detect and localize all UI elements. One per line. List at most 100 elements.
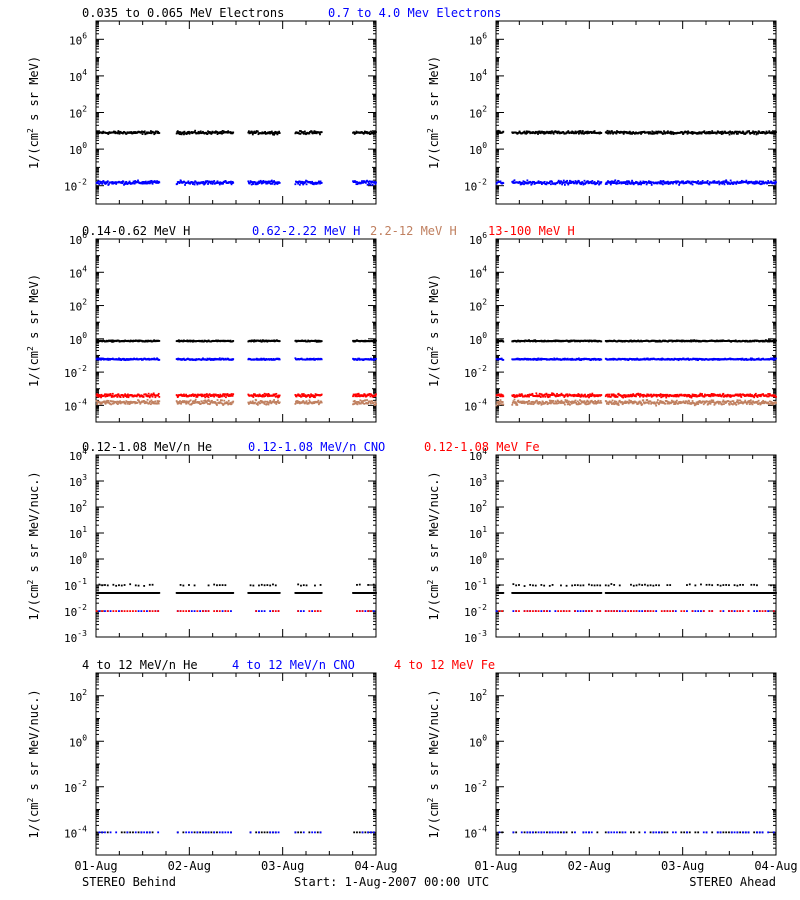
data-point	[302, 400, 305, 403]
data-point	[665, 131, 668, 134]
data-point	[366, 131, 368, 133]
data-point	[272, 357, 275, 360]
data-point	[668, 181, 671, 184]
data-point	[697, 132, 700, 135]
data-point	[572, 180, 575, 183]
data-point	[712, 180, 715, 183]
data-point	[616, 130, 618, 132]
data-point	[767, 180, 770, 182]
data-point	[566, 131, 569, 134]
data-point	[663, 131, 666, 134]
data-point	[688, 180, 691, 183]
y-tick-label: 106	[69, 231, 87, 247]
data-point	[229, 181, 232, 184]
data-point	[354, 401, 357, 404]
data-point	[610, 182, 613, 184]
data-point	[358, 394, 361, 397]
data-point	[256, 402, 259, 405]
data-point	[157, 394, 160, 397]
data-point	[300, 130, 302, 133]
data-point	[536, 131, 539, 133]
data-point	[320, 340, 323, 343]
data-point	[312, 132, 315, 134]
data-point	[549, 130, 552, 133]
data-point	[188, 400, 191, 403]
data-point	[251, 394, 254, 397]
data-point	[646, 357, 649, 360]
data-point	[176, 401, 179, 404]
data-point	[757, 132, 759, 135]
data-point	[320, 401, 323, 404]
data-point	[183, 181, 186, 183]
data-point	[353, 181, 356, 183]
data-point	[251, 181, 254, 183]
data-point	[227, 399, 230, 402]
data-point	[266, 394, 269, 396]
data-point	[531, 132, 534, 135]
data-point	[268, 182, 271, 184]
data-point	[677, 180, 680, 183]
data-point	[588, 132, 590, 135]
data-point	[274, 401, 277, 403]
data-point	[106, 395, 109, 398]
data-point	[744, 132, 747, 135]
data-point	[770, 181, 773, 183]
data-point	[255, 357, 258, 360]
data-point	[199, 130, 202, 133]
data-point	[298, 130, 301, 132]
data-point	[366, 399, 368, 401]
data-point	[576, 181, 579, 183]
data-point	[304, 339, 307, 342]
data-point	[523, 340, 526, 343]
data-point	[270, 179, 273, 182]
data-point	[185, 400, 188, 403]
data-point	[141, 394, 144, 397]
data-point	[660, 358, 663, 361]
data-point	[212, 394, 214, 397]
data-point	[361, 400, 363, 402]
data-point	[753, 182, 756, 185]
data-point	[302, 131, 305, 133]
data-point	[216, 399, 219, 401]
data-point	[758, 181, 761, 184]
data-point	[681, 340, 683, 343]
data-point	[254, 393, 256, 396]
data-point	[312, 395, 315, 397]
data-point	[257, 181, 260, 184]
data-point	[580, 132, 583, 135]
data-point	[576, 182, 579, 184]
data-point	[711, 359, 714, 361]
data-point	[197, 132, 199, 135]
data-point	[525, 132, 528, 135]
data-point	[123, 394, 126, 397]
data-point	[208, 400, 211, 403]
data-point	[113, 131, 116, 134]
data-point	[228, 393, 231, 396]
data-point	[577, 132, 580, 135]
data-point	[366, 179, 368, 182]
data-point	[202, 180, 205, 183]
data-point	[251, 401, 254, 404]
data-point	[615, 182, 618, 185]
data-point	[100, 181, 103, 184]
data-point	[717, 180, 720, 183]
data-point	[113, 130, 115, 133]
data-point	[687, 357, 689, 360]
data-point	[198, 401, 200, 403]
data-point	[721, 181, 724, 184]
data-point	[179, 179, 182, 182]
data-point	[316, 401, 319, 404]
data-point	[519, 183, 522, 186]
data-point	[212, 359, 215, 361]
data-point	[667, 130, 669, 133]
data-point	[649, 180, 652, 183]
data-point	[299, 132, 302, 135]
data-point	[273, 133, 275, 136]
data-point	[272, 133, 274, 136]
data-point	[218, 132, 221, 135]
data-point	[775, 339, 777, 342]
data-point	[705, 132, 707, 135]
data-point	[206, 395, 209, 398]
data-point	[769, 181, 772, 184]
data-point	[523, 180, 526, 183]
